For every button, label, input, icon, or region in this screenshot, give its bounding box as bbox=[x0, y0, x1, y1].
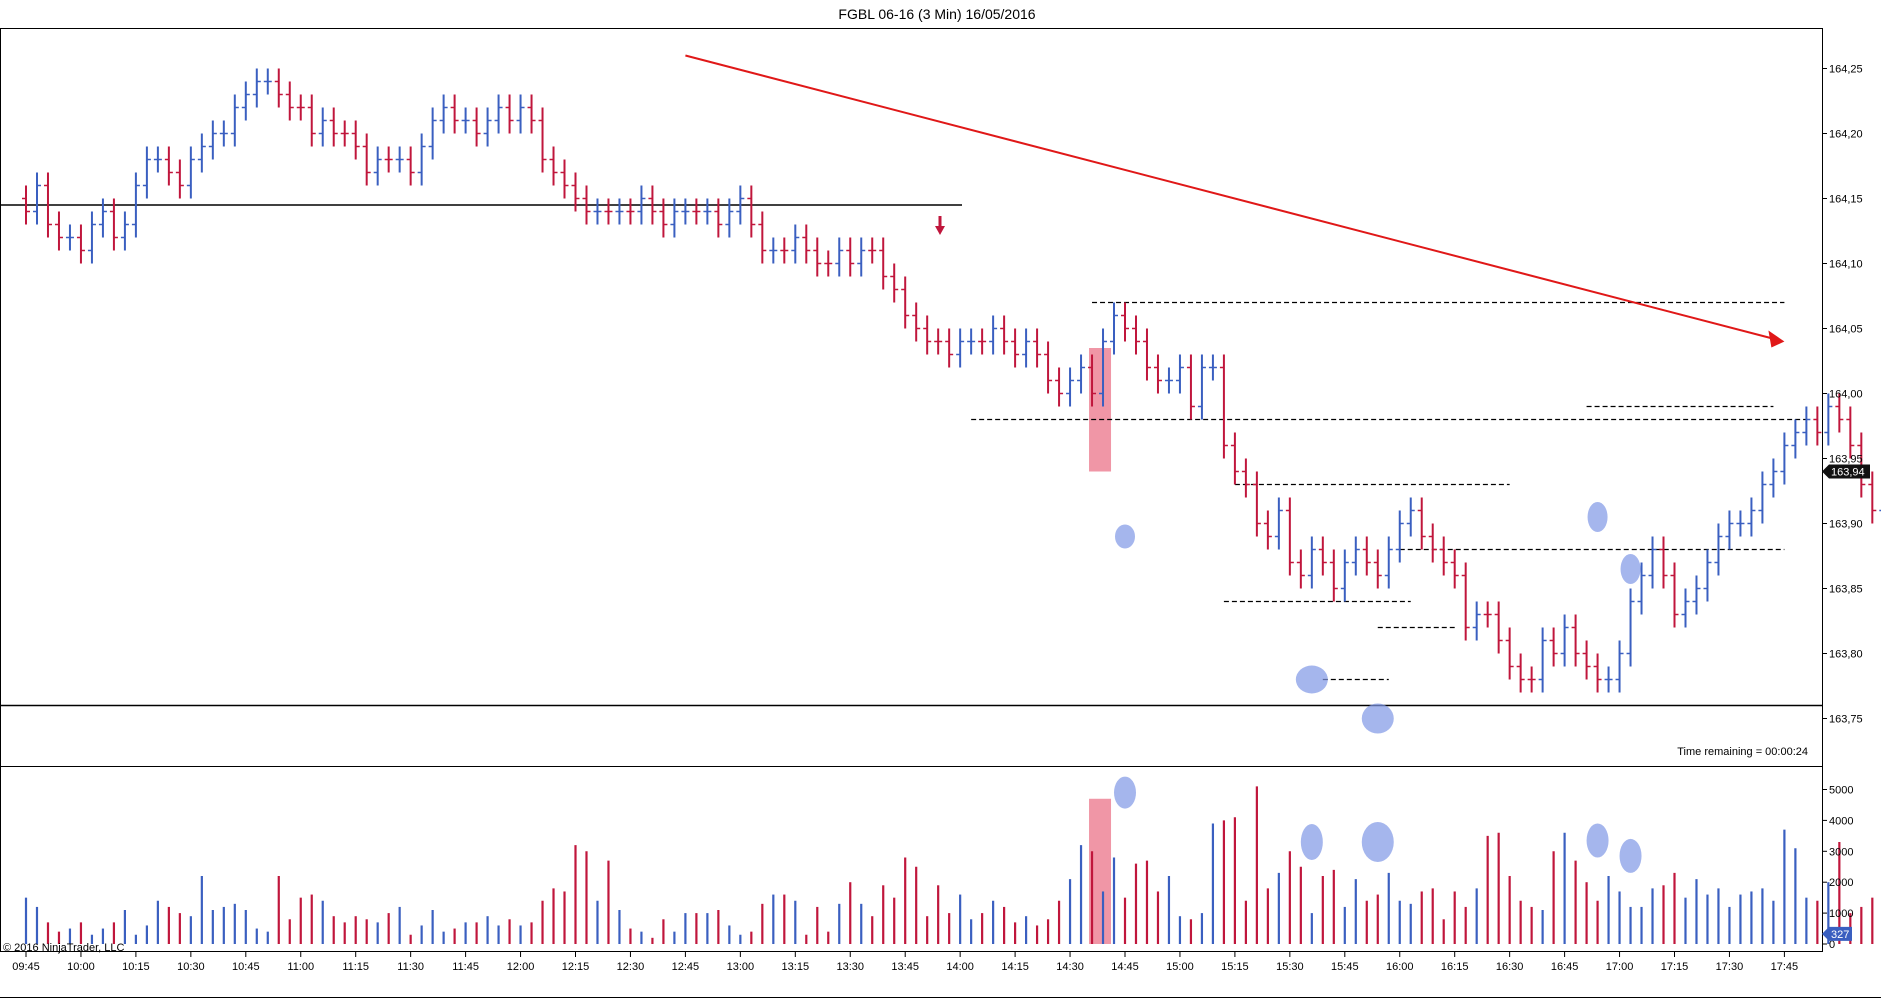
time-tick-label: 12:15 bbox=[562, 961, 590, 973]
copyright-label: © 2016 NinjaTrader, LLC bbox=[3, 942, 124, 954]
time-tick-label: 14:45 bbox=[1111, 961, 1139, 973]
volume-highlight-band bbox=[1089, 798, 1112, 944]
time-tick-label: 10:15 bbox=[122, 961, 150, 973]
price-tick-label: 163,90 bbox=[1829, 519, 1863, 531]
time-tick-label: 16:30 bbox=[1496, 961, 1524, 973]
price-tick-label: 164,05 bbox=[1829, 324, 1863, 336]
time-tick-label: 14:15 bbox=[1001, 961, 1029, 973]
volume-swing-marker bbox=[1619, 838, 1642, 873]
volume-swing-marker bbox=[1586, 823, 1609, 858]
time-tick-label: 17:30 bbox=[1716, 961, 1744, 973]
trend-line bbox=[685, 54, 1777, 341]
time-tick-label: 11:45 bbox=[452, 961, 479, 973]
price-swing-marker bbox=[1620, 554, 1641, 584]
time-tick-label: 15:00 bbox=[1166, 961, 1194, 973]
price-tick-label: 164,00 bbox=[1829, 389, 1863, 401]
time-tick-label: 11:15 bbox=[342, 961, 369, 973]
volume-tick-label: 4000 bbox=[1829, 815, 1853, 827]
price-highlight-band bbox=[1089, 348, 1112, 472]
last-volume-label: 327 bbox=[1831, 929, 1849, 941]
time-tick-label: 11:00 bbox=[287, 961, 314, 973]
time-tick-label: 10:45 bbox=[232, 961, 260, 973]
price-tick-label: 163,75 bbox=[1829, 714, 1863, 726]
time-tick-label: 12:30 bbox=[617, 961, 645, 973]
last-price-tag: 163,94 bbox=[1822, 464, 1870, 479]
highlight-bands bbox=[1089, 348, 1112, 944]
time-tick-label: 16:15 bbox=[1441, 961, 1469, 973]
time-tick-label: 10:00 bbox=[67, 961, 95, 973]
time-tick-label: 10:30 bbox=[177, 961, 205, 973]
price-tick-label: 164,10 bbox=[1829, 259, 1863, 271]
time-tick-label: 17:00 bbox=[1606, 961, 1634, 973]
down-arrow-icon bbox=[935, 216, 945, 235]
volume-tick-label: 2000 bbox=[1829, 877, 1853, 889]
price-swing-marker bbox=[1295, 665, 1328, 694]
time-tick-label: 09:45 bbox=[12, 961, 40, 973]
time-tick-label: 15:15 bbox=[1221, 961, 1249, 973]
price-tick-label: 164,25 bbox=[1829, 64, 1863, 76]
price-tick-label: 163,85 bbox=[1829, 584, 1863, 596]
price-swing-marker bbox=[1587, 502, 1608, 532]
time-tick-label: 16:45 bbox=[1551, 961, 1579, 973]
volume-tick-label: 3000 bbox=[1829, 846, 1853, 858]
time-tick-label: 13:00 bbox=[727, 961, 755, 973]
time-remaining-label: Time remaining = 00:00:24 bbox=[1677, 746, 1808, 758]
time-tick-label: 13:15 bbox=[782, 961, 810, 973]
price-tick-label: 164,20 bbox=[1829, 129, 1863, 141]
volume-swing-marker bbox=[1300, 824, 1323, 861]
price-swing-marker bbox=[1361, 703, 1394, 734]
time-tick-label: 12:45 bbox=[672, 961, 700, 973]
volume-panel-frame bbox=[0, 766, 1823, 952]
time-tick-label: 12:00 bbox=[507, 961, 535, 973]
volume-bars bbox=[24, 786, 1874, 944]
trend-arrow bbox=[685, 54, 1785, 348]
last-volume-tag: 327 bbox=[1822, 926, 1852, 941]
chart-title: FGBL 06-16 (3 Min) 16/05/2016 bbox=[838, 6, 1035, 22]
volume-axis: 5000 4000 3000 2000 1000 0 bbox=[1822, 785, 1853, 951]
volume-tick-label: 5000 bbox=[1829, 785, 1853, 797]
price-tick-label: 163,95 bbox=[1829, 454, 1863, 466]
price-bars bbox=[22, 68, 1881, 693]
price-tick-label: 163,80 bbox=[1829, 649, 1863, 661]
volume-tick-label: 1000 bbox=[1829, 908, 1853, 920]
price-swing-marker bbox=[1115, 524, 1135, 549]
trend-arrowhead bbox=[1768, 330, 1785, 348]
time-tick-label: 17:45 bbox=[1771, 961, 1799, 973]
time-tick-label: 16:00 bbox=[1386, 961, 1414, 973]
time-tick-label: 14:30 bbox=[1056, 961, 1084, 973]
time-tick-label: 13:30 bbox=[836, 961, 864, 973]
level-lines bbox=[0, 204, 1822, 707]
time-tick-label: 15:30 bbox=[1276, 961, 1304, 973]
time-tick-label: 14:00 bbox=[946, 961, 974, 973]
price-axis: 164,25 164,20 164,15 164,10 164,05 164,00 163,… bbox=[1822, 64, 1863, 726]
time-axis: 09:45 10:00 10:15 10:30 10:45 11:00 11:15 11:30… bbox=[12, 952, 1798, 973]
time-tick-label: 15:45 bbox=[1331, 961, 1359, 973]
volume-tick-label: 0 bbox=[1829, 939, 1835, 951]
swing-markers bbox=[1114, 502, 1642, 873]
time-tick-label: 11:30 bbox=[397, 961, 424, 973]
last-price-label: 163,94 bbox=[1831, 467, 1865, 479]
price-tick-label: 164,15 bbox=[1829, 194, 1863, 206]
volume-swing-marker bbox=[1361, 822, 1394, 863]
time-tick-label: 13:45 bbox=[891, 961, 919, 973]
volume-swing-marker bbox=[1114, 776, 1136, 809]
time-tick-label: 17:15 bbox=[1661, 961, 1689, 973]
